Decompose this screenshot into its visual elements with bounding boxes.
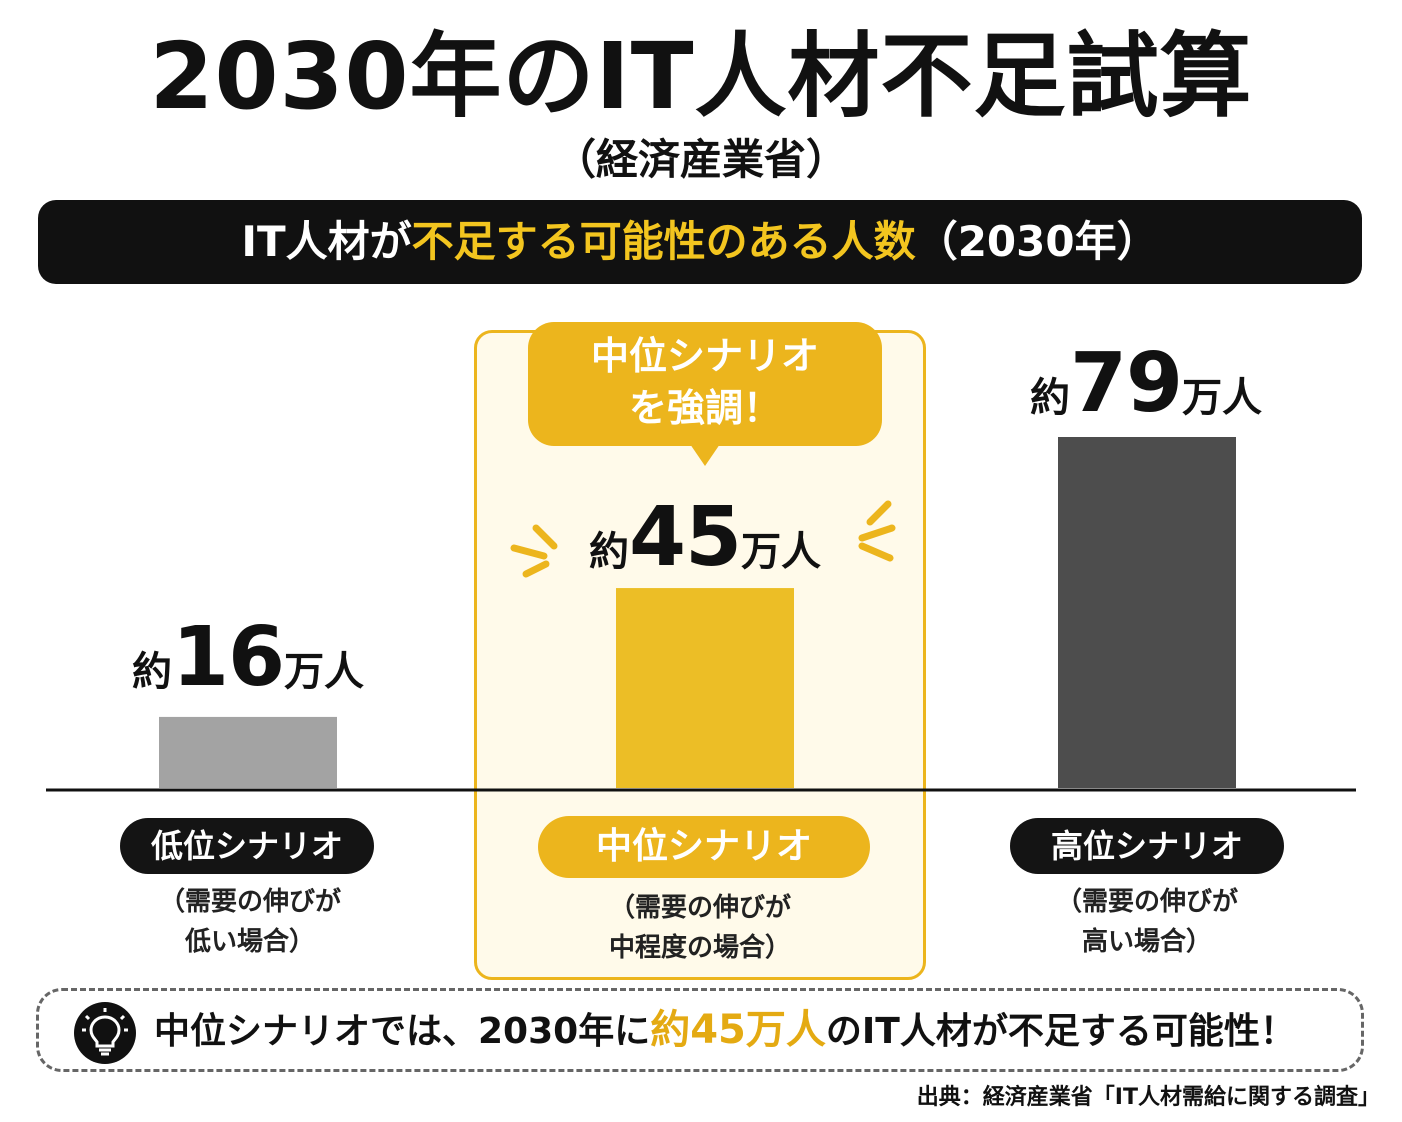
- lightbulb-icon: [74, 1002, 136, 1064]
- value-unit: 万人: [1182, 375, 1263, 421]
- banner-highlight: 不足する可能性のある人数: [411, 217, 916, 266]
- callout-tail: [690, 444, 720, 466]
- value-prefix: 約: [131, 649, 172, 695]
- value-prefix: 約: [588, 529, 629, 575]
- banner-text-2: （2030年）: [915, 217, 1159, 266]
- sparkle-right-icon: [858, 500, 896, 562]
- value-label-low: 約16万人: [98, 610, 398, 705]
- sparkle-marks: [510, 500, 896, 578]
- page-title: 2030年のIT人材不足試算: [149, 23, 1253, 130]
- scenario-label-low: 低位シナリオ: [120, 818, 374, 874]
- bars-group: [159, 437, 1236, 788]
- value-number: 45: [628, 490, 742, 585]
- chart-banner: IT人材が不足する可能性のある人数（2030年）: [38, 200, 1362, 284]
- value-number: 79: [1069, 336, 1183, 431]
- value-label-high: 約79万人: [996, 336, 1296, 431]
- summary-note-text: 中位シナリオでは、2030年に約45万人のIT人材が不足する可能性！: [154, 1007, 1296, 1053]
- value-unit: 万人: [284, 649, 365, 695]
- bar-low: [159, 716, 337, 788]
- scenario-label-high: 高位シナリオ: [1010, 818, 1284, 874]
- value-unit: 万人: [741, 529, 822, 575]
- page-subtitle: （経済産業省）: [553, 135, 848, 184]
- scenario-desc-mid: （需要の伸びが 中程度の場合）: [608, 893, 791, 963]
- sparkle-left-icon: [510, 524, 558, 578]
- source-citation: 出典：経済産業省「IT人材需給に関する調査」: [916, 1085, 1380, 1110]
- callout-line-1: 中位シナリオ: [590, 334, 819, 378]
- scenario-label-mid: 中位シナリオ: [538, 816, 870, 878]
- bar-high: [1058, 437, 1236, 788]
- value-label-mid: 約45万人: [555, 490, 855, 585]
- scenario-desc-low: （需要の伸びが 低い場合）: [158, 887, 341, 957]
- value-prefix: 約: [1029, 375, 1070, 421]
- summary-highlight: 約45万人: [650, 1007, 826, 1053]
- summary-note: [36, 988, 1364, 1072]
- emphasis-callout: 中位シナリオ を強調！: [528, 322, 882, 446]
- scenario-desc-high: （需要の伸びが 高い場合）: [1055, 887, 1238, 957]
- value-number: 16: [171, 610, 285, 705]
- bar-mid: [616, 588, 794, 788]
- callout-line-2: を強調！: [628, 386, 781, 430]
- banner-text-1: IT人材が: [241, 217, 412, 266]
